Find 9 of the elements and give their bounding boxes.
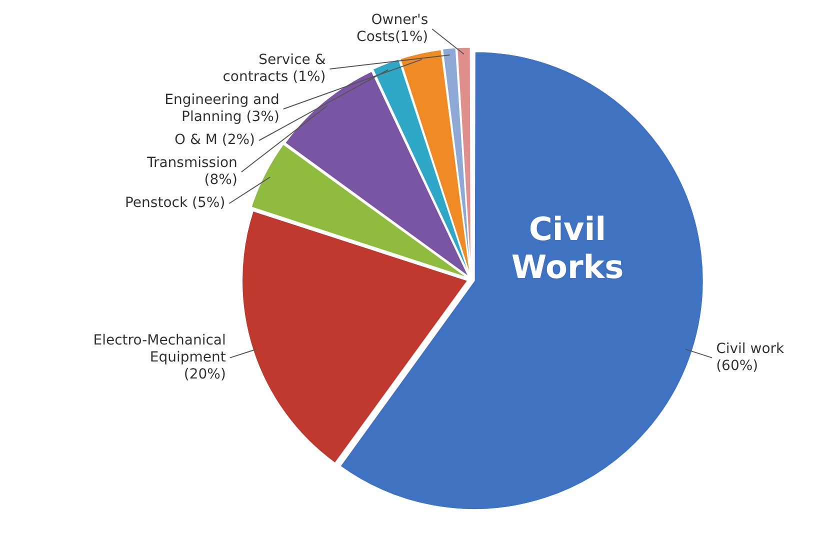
text: Civil Works <box>511 210 624 286</box>
slice-label: Service & contracts (1%) <box>222 52 326 86</box>
slice-label: Owner's Costs(1%) <box>356 12 428 46</box>
slice-label: O & M (2%) <box>174 132 256 148</box>
slice-label: Civil work (60%) <box>716 340 786 374</box>
slice-label: Penstock (5%) <box>124 195 226 212</box>
slice-label: Transmission (8%) <box>146 155 238 188</box>
slice-label: Electro-Mechanical Equipment (20%) <box>93 332 226 382</box>
slice-label: Engineering and Planning (3%) <box>164 92 280 126</box>
